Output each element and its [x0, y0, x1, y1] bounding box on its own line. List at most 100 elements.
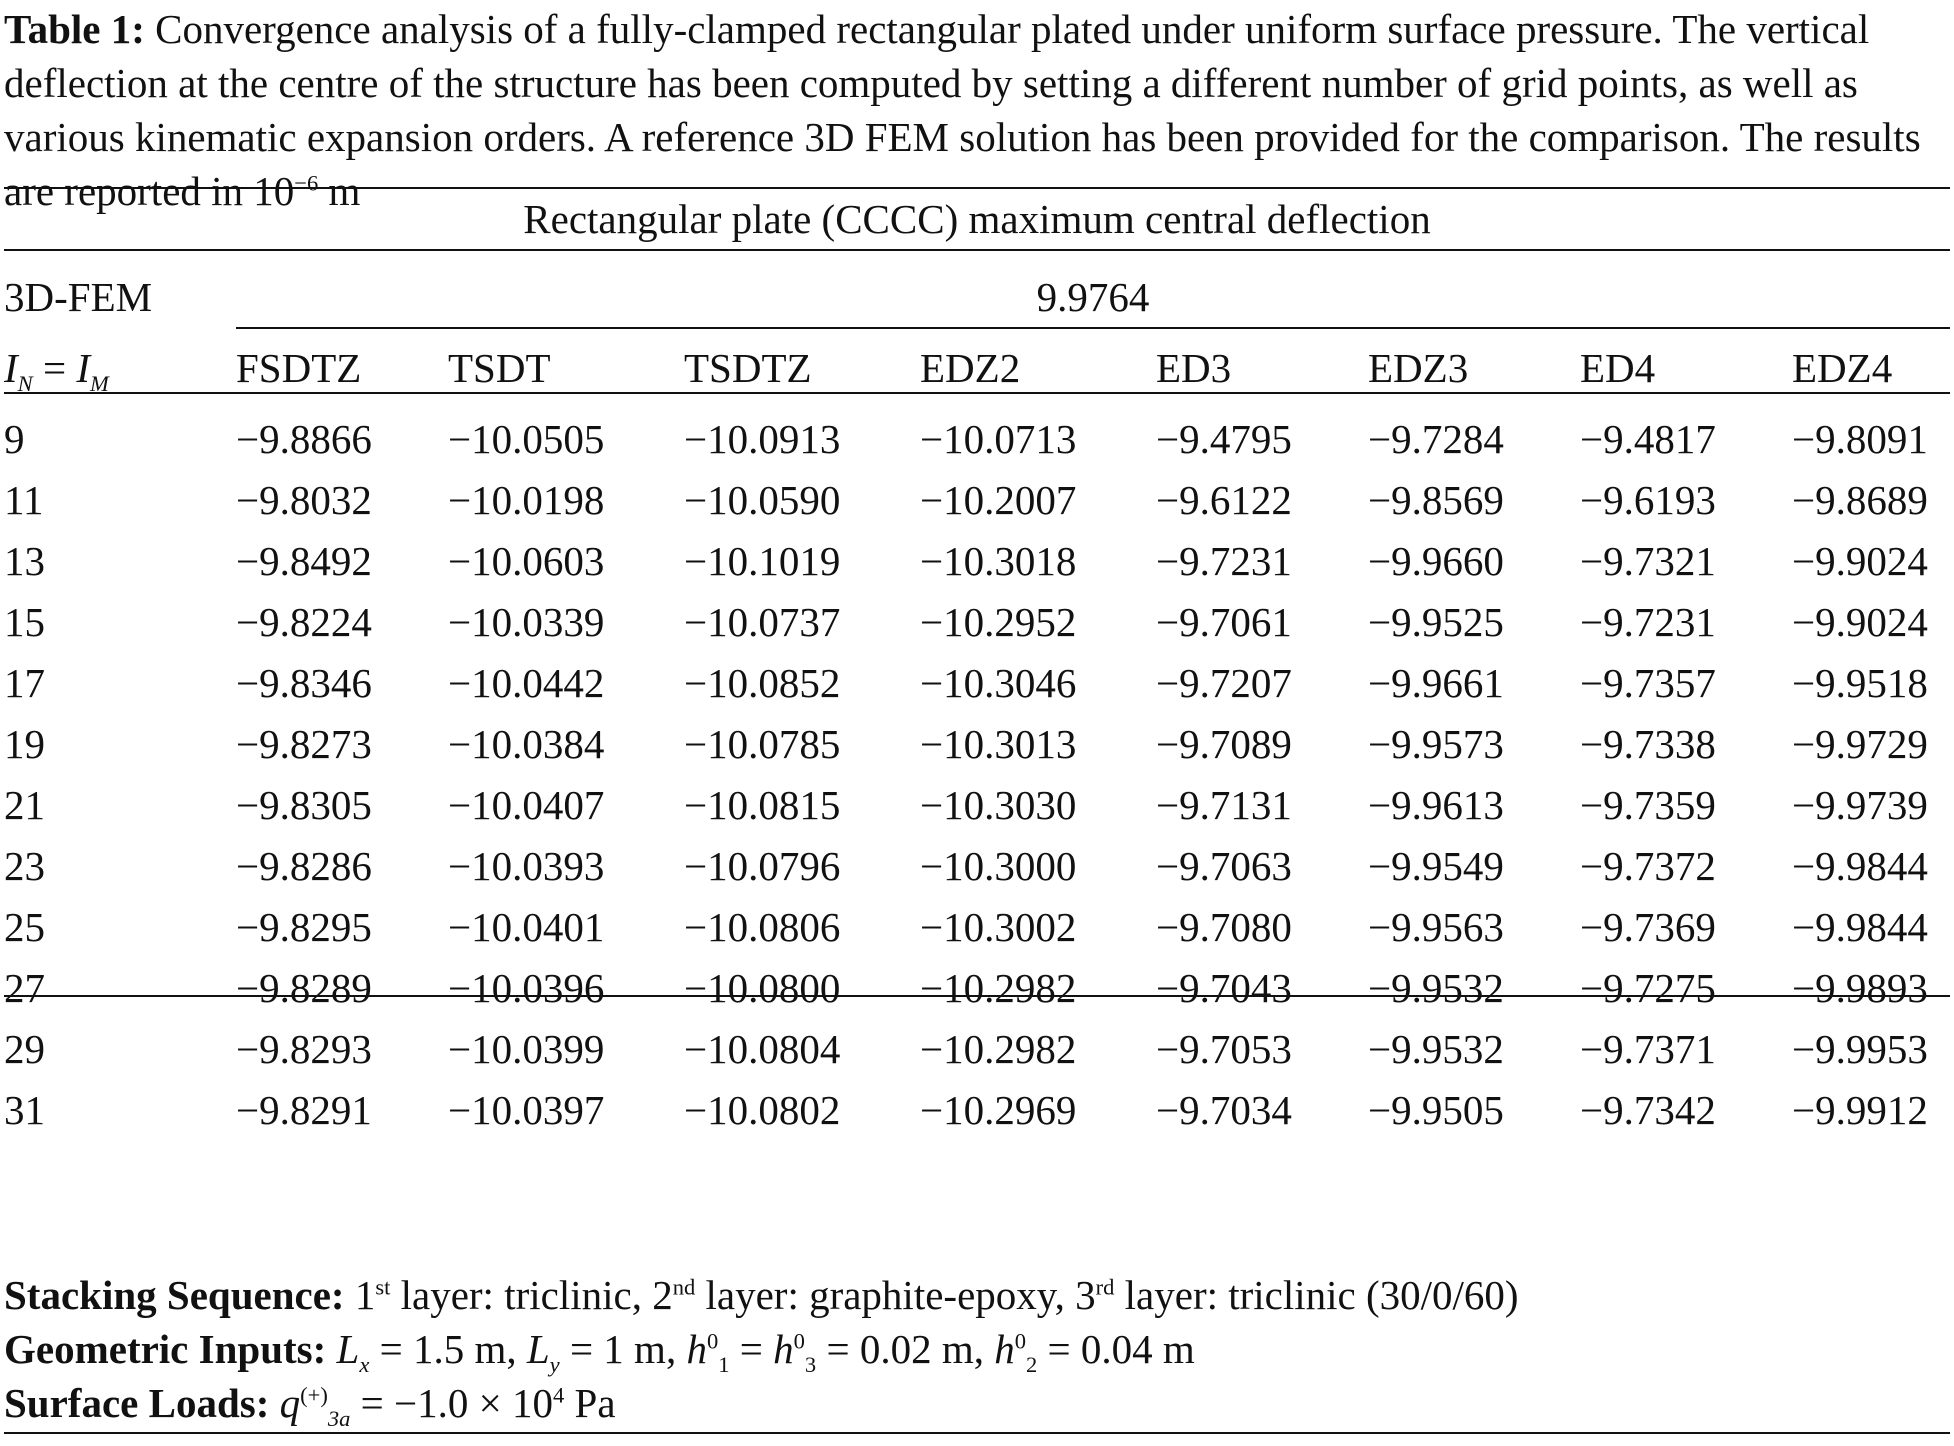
caption-exponent: −6	[294, 170, 319, 196]
deflection-cell: −9.8224	[236, 598, 372, 645]
caption-label: Table 1:	[4, 6, 145, 52]
deflection-cell: −9.9563	[1368, 903, 1504, 950]
deflection-cell: −9.9573	[1368, 720, 1504, 767]
deflection-cell: −10.0393	[448, 842, 605, 889]
grid-points-cell: 23	[4, 842, 45, 889]
deflection-cell: −9.9661	[1368, 659, 1504, 706]
deflection-cell: −9.7053	[1156, 1025, 1292, 1072]
deflection-cell: −10.0407	[448, 781, 605, 828]
deflection-cell: −9.7369	[1580, 903, 1716, 950]
table-row: 17 −9.8346 −10.0442 −10.0852 −10.3046 −9.7207…	[4, 652, 1950, 713]
title-rule	[4, 249, 1950, 251]
grid-points-cell: 17	[4, 659, 45, 706]
grid-points-cell: 29	[4, 1025, 45, 1072]
deflection-cell: −9.4795	[1156, 415, 1292, 462]
deflection-table: IN = IM FSDTZ TSDT TSDTZ EDZ2 ED3 EDZ3 E…	[4, 328, 1950, 1140]
deflection-cell: −10.0802	[684, 1086, 841, 1133]
deflection-cell: −10.0339	[448, 598, 605, 645]
deflection-cell: −9.6122	[1156, 476, 1292, 523]
deflection-cell: −10.0913	[684, 415, 841, 462]
row-header-label: IN = IM	[4, 345, 109, 397]
deflection-cell: −9.8492	[236, 537, 372, 584]
column-header: ED3	[1156, 345, 1232, 391]
deflection-cell: −10.0785	[684, 720, 841, 767]
deflection-cell: −9.7372	[1580, 842, 1716, 889]
deflection-cell: −10.3013	[920, 720, 1077, 767]
deflection-cell: −10.0198	[448, 476, 605, 523]
deflection-cell: −10.0806	[684, 903, 841, 950]
deflection-cell: −9.7131	[1156, 781, 1292, 828]
deflection-cell: −10.3002	[920, 903, 1077, 950]
header-rule	[4, 392, 1950, 394]
grid-points-cell: 11	[4, 476, 44, 523]
deflection-cell: −9.9844	[1792, 842, 1928, 889]
deflection-cell: −9.7034	[1156, 1086, 1292, 1133]
column-header: ED4	[1580, 345, 1656, 391]
deflection-cell: −9.7284	[1368, 415, 1504, 462]
deflection-cell: −10.0505	[448, 415, 605, 462]
grid-points-cell: 25	[4, 903, 45, 950]
deflection-cell: −9.7371	[1580, 1025, 1716, 1072]
deflection-cell: −10.0401	[448, 903, 605, 950]
deflection-cell: −9.8032	[236, 476, 372, 523]
column-header: FSDTZ	[236, 345, 362, 391]
deflection-cell: −10.2982	[920, 964, 1077, 1011]
deflection-cell: −10.2952	[920, 598, 1077, 645]
column-header: EDZ4	[1792, 345, 1893, 391]
deflection-cell: −10.0737	[684, 598, 841, 645]
deflection-cell: −10.1019	[684, 537, 841, 584]
deflection-cell: −10.0796	[684, 842, 841, 889]
table-row: 15 −9.8224 −10.0339 −10.0737 −10.2952 −9.7061…	[4, 591, 1950, 652]
deflection-cell: −10.0399	[448, 1025, 605, 1072]
fem-value: 9.9764	[1036, 274, 1150, 320]
deflection-cell: −9.8091	[1792, 415, 1928, 462]
bottom-rule	[4, 995, 1950, 997]
table-row: 27 −9.8289 −10.0396 −10.0800 −10.2982 −9.7043…	[4, 957, 1950, 1018]
deflection-cell: −10.3000	[920, 842, 1077, 889]
deflection-cell: −10.0442	[448, 659, 605, 706]
table-span-title: Rectangular plate (CCCC) maximum central…	[523, 196, 1431, 242]
deflection-cell: −9.9912	[1792, 1086, 1928, 1133]
deflection-cell: −9.9505	[1368, 1086, 1504, 1133]
deflection-cell: −9.7275	[1580, 964, 1716, 1011]
deflection-cell: −9.7061	[1156, 598, 1292, 645]
loads-note: Surface Loads: q(+)3a = −1.0 × 104 Pa	[4, 1380, 616, 1432]
grid-points-cell: 13	[4, 537, 45, 584]
deflection-cell: −9.7043	[1156, 964, 1292, 1011]
column-header: EDZ2	[920, 345, 1021, 391]
deflection-cell: −9.9739	[1792, 781, 1928, 828]
deflection-cell: −9.8289	[236, 964, 372, 1011]
deflection-cell: −9.7063	[1156, 842, 1292, 889]
deflection-cell: −9.9518	[1792, 659, 1928, 706]
table-row: 9 −9.8866 −10.0505 −10.0913 −10.0713 −9.4795 −…	[4, 408, 1950, 469]
table-row: 13 −9.8492 −10.0603 −10.1019 −10.3018 −9.7231…	[4, 530, 1950, 591]
deflection-cell: −9.8286	[236, 842, 372, 889]
grid-points-cell: 31	[4, 1086, 45, 1133]
deflection-cell: −9.7359	[1580, 781, 1716, 828]
deflection-cell: −9.6193	[1580, 476, 1716, 523]
deflection-cell: −9.8689	[1792, 476, 1928, 523]
table-row: 19 −9.8273 −10.0384 −10.0785 −10.3013 −9.7089…	[4, 713, 1950, 774]
deflection-cell: −9.9549	[1368, 842, 1504, 889]
deflection-cell: −9.9024	[1792, 537, 1928, 584]
table-row: 23 −9.8286 −10.0393 −10.0796 −10.3000 −9.7063…	[4, 835, 1950, 896]
deflection-cell: −9.9532	[1368, 964, 1504, 1011]
table-header-row: IN = IM FSDTZ TSDT TSDTZ EDZ2 ED3 EDZ3 E…	[4, 328, 1950, 408]
grid-points-cell: 15	[4, 598, 45, 645]
grid-points-cell: 9	[4, 415, 25, 462]
deflection-cell: −9.7342	[1580, 1086, 1716, 1133]
deflection-cell: −9.9613	[1368, 781, 1504, 828]
caption-text: Convergence analysis of a fully-clamped …	[4, 6, 1921, 214]
column-header: TSDTZ	[684, 345, 812, 391]
deflection-cell: −9.9893	[1792, 964, 1928, 1011]
geometric-note: Geometric Inputs: Lx = 1.5 m, Ly = 1 m, …	[4, 1326, 1195, 1378]
deflection-cell: −9.8346	[236, 659, 372, 706]
deflection-cell: −9.7089	[1156, 720, 1292, 767]
table-caption: Table 1: Convergence analysis of a fully…	[4, 2, 1950, 218]
deflection-cell: −10.3030	[920, 781, 1077, 828]
deflection-cell: −9.9525	[1368, 598, 1504, 645]
deflection-cell: −9.9532	[1368, 1025, 1504, 1072]
deflection-cell: −9.7231	[1156, 537, 1292, 584]
stacking-note: Stacking Sequence: 1st layer: triclinic,…	[4, 1272, 1519, 1318]
grid-points-cell: 27	[4, 964, 45, 1011]
